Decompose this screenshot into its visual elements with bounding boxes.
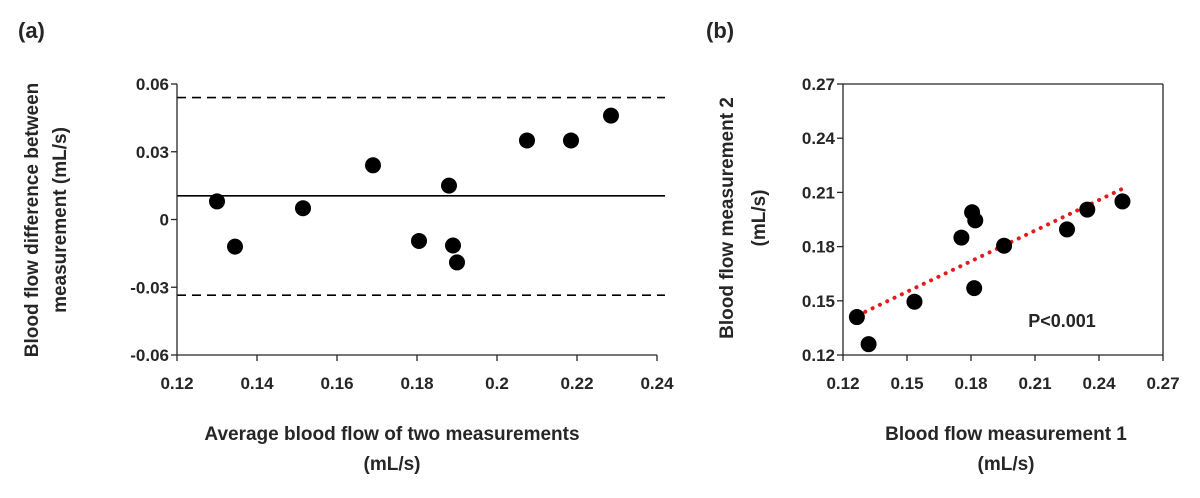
y-axis-title-line1: Blood flow measurement 2 [717,97,738,339]
panel-a-bland-altman: (a) 0.12 0.14 0.16 0.18 0.2 0.22 0.24 -0.06-0.… [18,18,674,475]
y-tick-label: 0.12 [802,346,835,365]
data-point [603,107,619,124]
x-tick-label: 0.15 [890,374,923,393]
data-point [1114,193,1131,210]
panel-a-label: (a) [18,18,45,43]
x-tick-labels: 0.12 0.15 0.18 0.21 0.24 0.27 [826,374,1179,393]
y-axis-title-line2: (mL/s) [749,190,770,247]
data-point [996,237,1013,254]
x-axis-title-line2: (mL/s) [364,454,421,475]
y-tick-label: 0 [160,211,169,230]
y-tick-label: 0.27 [802,75,835,94]
x-tick-label: 0.24 [1082,374,1116,393]
x-axis-title-line1: Blood flow measurement 1 [885,424,1127,445]
data-point [906,293,923,310]
y-tick-label: 0.06 [136,75,169,94]
data-point [449,254,465,271]
x-tick-label: 0.27 [1146,374,1179,393]
y-tick-label: 0.15 [802,292,835,311]
data-point [966,280,983,297]
reference-lines [177,96,665,296]
axes [171,83,658,361]
axes [837,83,1164,361]
p-value-annotation: P<0.001 [1028,311,1096,331]
data-point [519,132,535,149]
data-point [860,336,877,353]
data-point [563,132,579,149]
x-tick-label: 0.12 [826,374,859,393]
data-point [365,157,381,174]
y-tick-labels: -0.06 -0.03 0 0.03 0.06 [130,75,169,365]
trendline-group [855,186,1125,318]
y-tick-labels: 0.12 0.15 0.18 0.21 0.24 0.27 [802,75,836,365]
x-axis-title-line1: Average blood flow of two measurements [204,424,579,445]
trendline [855,186,1125,318]
y-tick-label: 0.24 [802,129,836,148]
x-tick-labels: 0.12 0.14 0.16 0.18 0.2 0.22 0.24 [160,374,674,393]
y-tick-label: -0.03 [130,278,169,297]
x-axis-title-line2: (mL/s) [978,454,1035,475]
data-point [1059,221,1075,238]
data-point [967,212,984,229]
x-tick-label: 0.16 [320,374,353,393]
data-points [209,107,619,271]
data-point [411,232,427,249]
y-tick-label: 0.03 [136,143,169,162]
data-point [227,238,243,255]
y-axis-title-line2: measurement (mL/s) [50,127,71,313]
data-point [953,229,970,246]
x-tick-label: 0.18 [954,374,987,393]
data-point [1079,201,1096,218]
data-point [445,237,461,254]
panel-b-label: (b) [706,18,734,43]
x-tick-label: 0.22 [560,374,593,393]
x-tick-label: 0.24 [640,374,674,393]
y-axis-title-line1: Blood flow difference between [22,83,43,357]
data-point [848,309,865,326]
x-tick-label: 0.2 [485,374,509,393]
data-point [209,193,225,210]
data-point [441,177,457,194]
x-tick-label: 0.21 [1018,374,1051,393]
y-tick-label: -0.06 [130,346,169,365]
data-point [295,200,311,217]
data-points [848,193,1131,353]
x-tick-label: 0.14 [240,374,274,393]
y-tick-label: 0.18 [802,238,835,257]
x-tick-label: 0.18 [400,374,433,393]
y-tick-label: 0.21 [802,183,835,202]
x-tick-label: 0.12 [160,374,193,393]
panel-b-correlation: (b) 0.12 0.15 0.18 0.21 0.24 0.27 0.120.150.1… [706,18,1180,475]
